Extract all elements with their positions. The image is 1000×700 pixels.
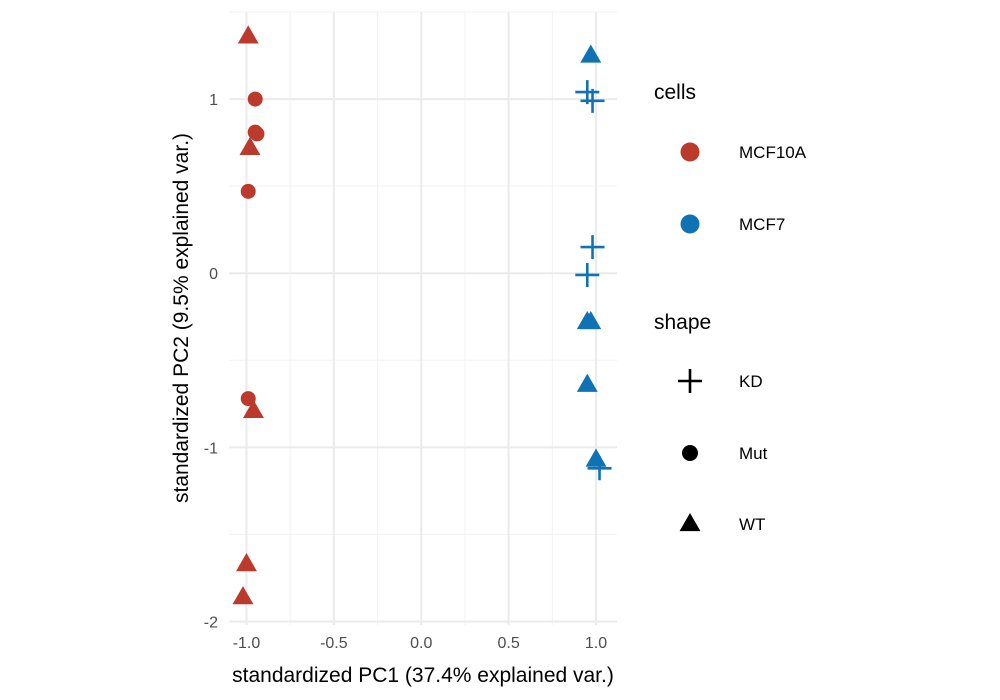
legend-key-plus-icon — [678, 369, 702, 393]
data-point-mcf7-wt — [576, 373, 598, 392]
legend-key-circle-icon — [682, 445, 698, 461]
grid-lines — [229, 11, 617, 625]
y-tick-label: -1 — [204, 440, 218, 457]
legend-label-mcf7: MCF7 — [739, 215, 785, 234]
y-tick-labels: -2 -1 0 1 — [204, 92, 218, 631]
data-point-mcf10a-wt — [237, 25, 259, 44]
data-point-mcf7-wt — [580, 310, 602, 330]
data-point-mcf7-kd — [575, 262, 600, 287]
legend-label-kd: KD — [739, 372, 763, 391]
legend-label-wt: WT — [739, 515, 765, 534]
x-tick-label: 0.5 — [498, 635, 520, 652]
x-tick-labels: -1.0 -0.5 0.0 0.5 1.0 — [233, 635, 608, 652]
legend-shape-entries: KD Mut WT — [678, 369, 768, 534]
legend-title-cells: cells — [654, 81, 696, 104]
y-tick-label: -2 — [204, 615, 218, 632]
x-tick-label: 1.0 — [585, 635, 607, 652]
data-point-mcf10a-wt — [243, 399, 264, 418]
data-point-mcf7-wt — [580, 44, 602, 63]
data-point-mcf10a-wt — [239, 136, 261, 155]
x-tick-label: -1.0 — [233, 635, 261, 652]
y-axis-title: standardized PC2 (9.5% explained var.) — [170, 133, 193, 503]
legend: cells MCF10A MCF7 shape KD Mut WT — [654, 81, 807, 534]
legend-key-triangle-icon — [679, 513, 701, 532]
legend-key-mut — [682, 445, 698, 461]
data-point-mcf7-kd — [580, 88, 605, 113]
data-point-mcf10a-mut — [240, 183, 256, 199]
data-point-mcf10a-mut — [247, 124, 263, 140]
legend-key-mcf10a — [680, 142, 700, 162]
legend-key-wt — [679, 513, 701, 532]
data-point-mcf7-kd — [580, 235, 605, 260]
legend-color-entries: MCF10A MCF7 — [680, 142, 807, 234]
data-point-mcf10a-wt — [232, 586, 254, 605]
data-point-mcf10a-wt — [236, 553, 257, 572]
data-point-mcf10a-mut — [247, 91, 263, 107]
data-point-mcf10a-mut — [240, 391, 256, 407]
x-tick-label: -0.5 — [320, 635, 348, 652]
data-point-mcf7-wt — [585, 448, 607, 467]
legend-key-kd — [678, 369, 702, 393]
x-tick-label: 0.0 — [410, 635, 432, 652]
data-points — [232, 25, 612, 605]
legend-title-shape: shape — [654, 311, 711, 334]
legend-key-mcf7 — [680, 214, 700, 234]
y-tick-label: 1 — [209, 92, 218, 109]
x-axis-title: standardized PC1 (37.4% explained var.) — [232, 664, 614, 687]
legend-label-mut: Mut — [739, 444, 768, 463]
data-point-mcf7-kd — [587, 456, 612, 481]
legend-label-mcf10a: MCF10A — [739, 143, 807, 162]
y-tick-label: 0 — [209, 266, 218, 283]
